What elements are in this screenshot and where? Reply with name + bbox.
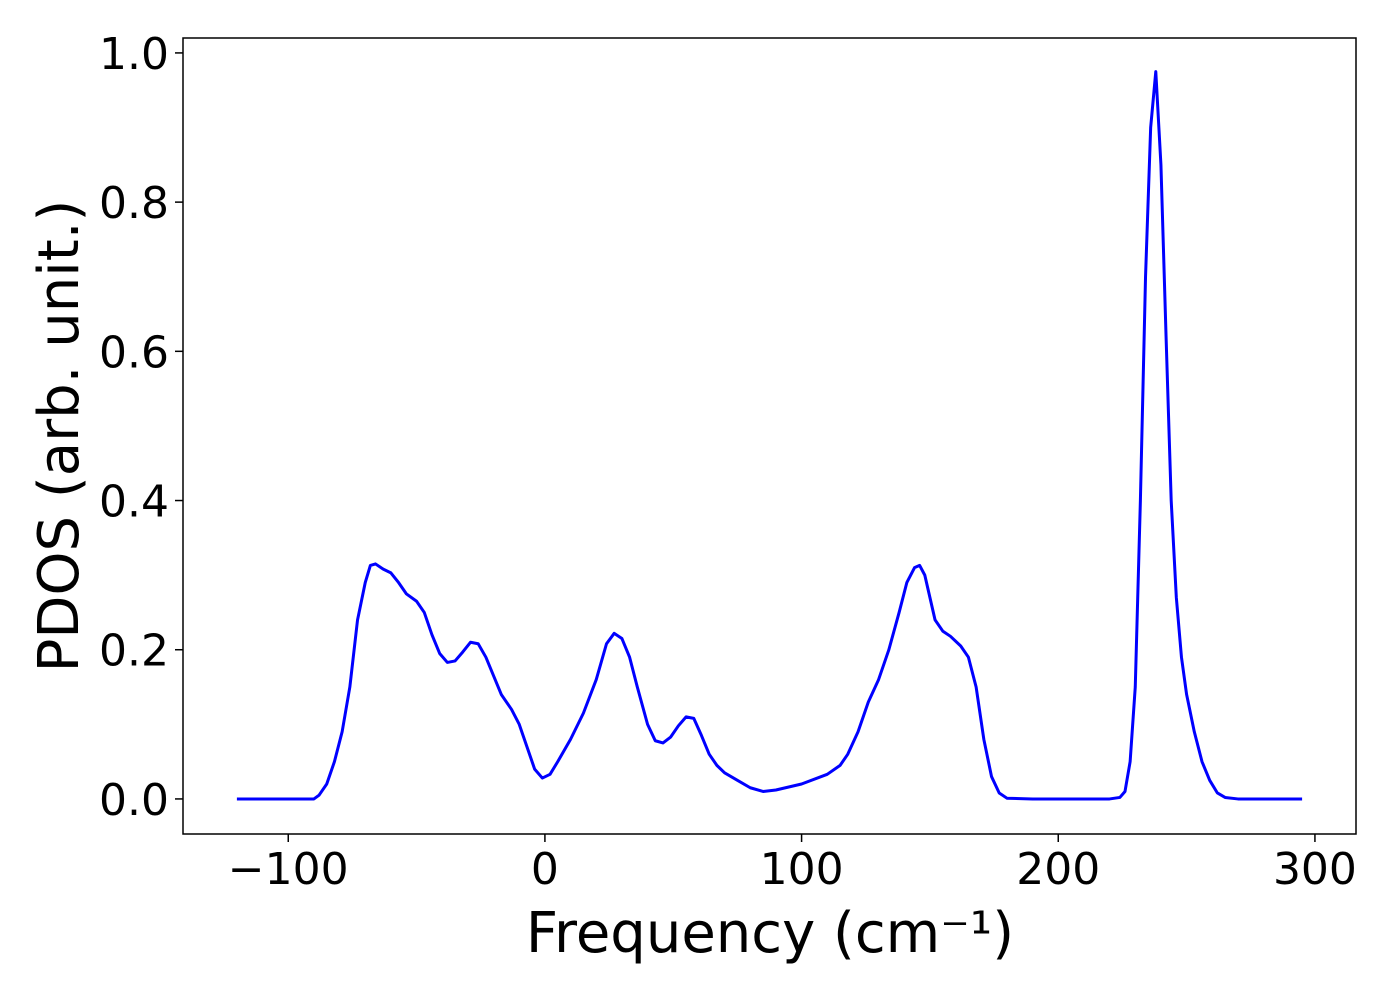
y-tick-label: 0.0 <box>99 775 169 826</box>
x-tick-label: 300 <box>1273 844 1357 895</box>
x-tick-label: 0 <box>531 844 559 895</box>
plot-frame <box>182 37 1357 835</box>
y-tick-label: 0.2 <box>99 626 169 677</box>
x-tick-label: 200 <box>1016 844 1100 895</box>
y-tick-label: 0.8 <box>99 178 169 229</box>
y-tick-label: 1.0 <box>99 29 169 80</box>
x-tick-label: 100 <box>760 844 844 895</box>
y-tick-label: 0.6 <box>99 327 169 378</box>
data-line <box>236 70 1303 801</box>
y-tick-label: 0.4 <box>99 477 169 528</box>
y-axis-label: PDOS (arb. unit.) <box>27 200 92 673</box>
x-tick-label: −100 <box>228 844 349 895</box>
x-axis-label: Frequency (cm⁻¹) <box>526 901 1014 966</box>
